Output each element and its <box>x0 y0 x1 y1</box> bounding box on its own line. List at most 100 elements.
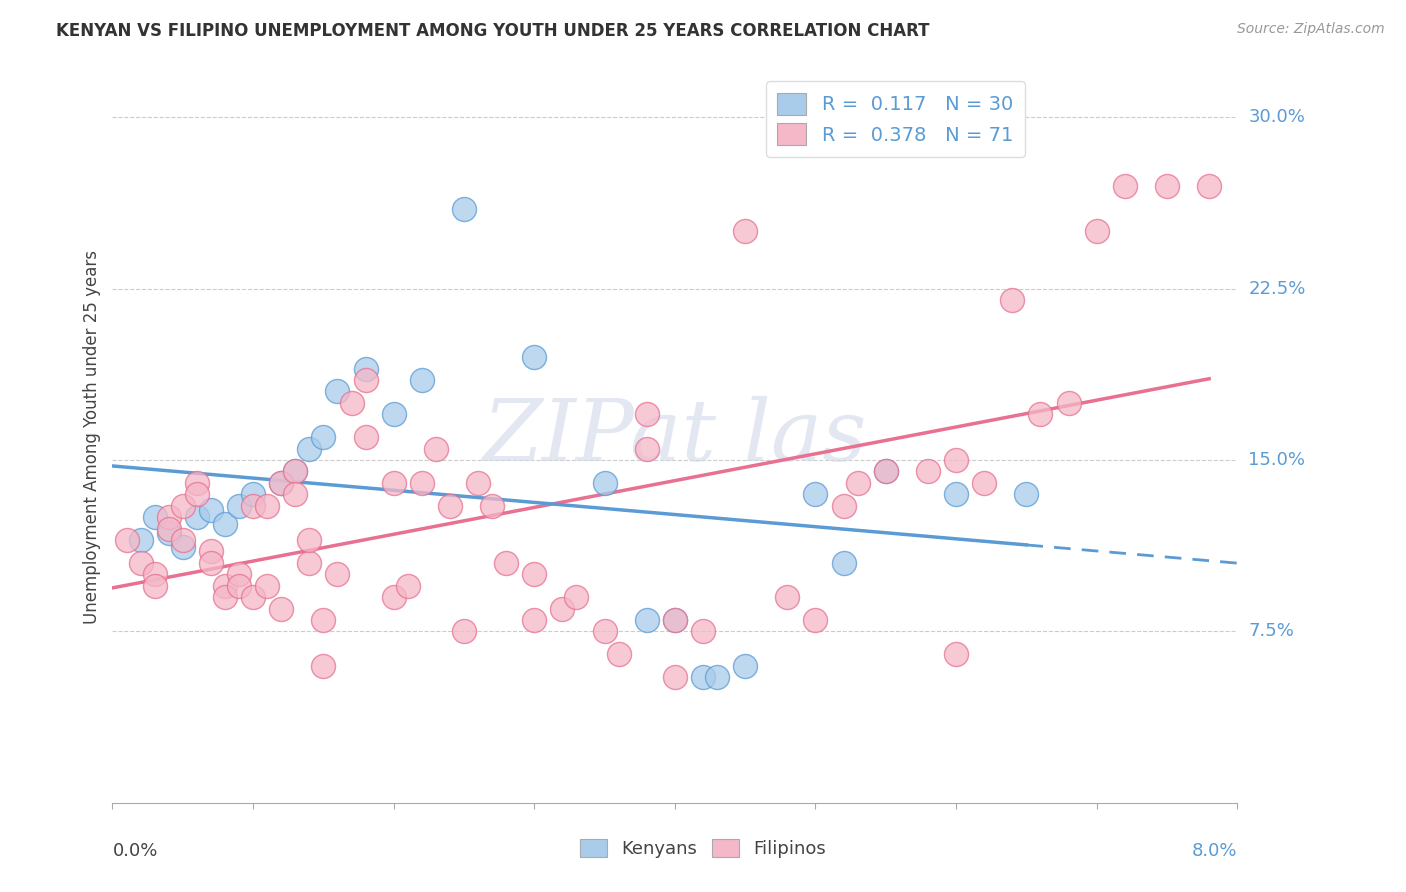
Point <box>270 601 292 615</box>
Point <box>636 442 658 456</box>
Point <box>467 475 489 490</box>
Point <box>1114 178 1136 193</box>
Point <box>481 499 503 513</box>
Point <box>804 613 827 627</box>
Point <box>186 510 208 524</box>
Point <box>270 475 292 490</box>
Point <box>228 567 250 582</box>
Point <box>157 510 180 524</box>
Point <box>453 202 475 216</box>
Point <box>157 521 180 535</box>
Point <box>214 590 236 604</box>
Point <box>734 658 756 673</box>
Point <box>495 556 517 570</box>
Point <box>692 670 714 684</box>
Point <box>242 487 264 501</box>
Point <box>1156 178 1178 193</box>
Point <box>382 590 405 604</box>
Point <box>453 624 475 639</box>
Point <box>382 407 405 421</box>
Point <box>172 499 194 513</box>
Point <box>593 624 616 639</box>
Point <box>945 647 967 661</box>
Point <box>242 590 264 604</box>
Text: 0.0%: 0.0% <box>112 842 157 860</box>
Point <box>1029 407 1052 421</box>
Point <box>973 475 995 490</box>
Text: 8.0%: 8.0% <box>1192 842 1237 860</box>
Point <box>846 475 869 490</box>
Text: 15.0%: 15.0% <box>1249 451 1305 469</box>
Point <box>312 658 335 673</box>
Point <box>115 533 138 547</box>
Point <box>565 590 588 604</box>
Point <box>875 464 897 478</box>
Point <box>214 579 236 593</box>
Point <box>172 540 194 554</box>
Point <box>593 475 616 490</box>
Point <box>228 579 250 593</box>
Point <box>706 670 728 684</box>
Point <box>945 453 967 467</box>
Point <box>200 556 222 570</box>
Point <box>425 442 447 456</box>
Point <box>326 567 349 582</box>
Point <box>354 373 377 387</box>
Y-axis label: Unemployment Among Youth under 25 years: Unemployment Among Youth under 25 years <box>83 250 101 624</box>
Point <box>143 567 166 582</box>
Point <box>664 613 686 627</box>
Point <box>312 613 335 627</box>
Point <box>439 499 461 513</box>
Point <box>256 579 278 593</box>
Point <box>298 556 321 570</box>
Point <box>298 533 321 547</box>
Point <box>143 579 166 593</box>
Point <box>832 499 855 513</box>
Point <box>664 670 686 684</box>
Point <box>636 407 658 421</box>
Point <box>607 647 630 661</box>
Point <box>875 464 897 478</box>
Point <box>284 487 307 501</box>
Point <box>523 350 546 364</box>
Text: KENYAN VS FILIPINO UNEMPLOYMENT AMONG YOUTH UNDER 25 YEARS CORRELATION CHART: KENYAN VS FILIPINO UNEMPLOYMENT AMONG YO… <box>56 22 929 40</box>
Point <box>734 224 756 238</box>
Point <box>945 487 967 501</box>
Point <box>382 475 405 490</box>
Point <box>523 567 546 582</box>
Point <box>256 499 278 513</box>
Point <box>186 475 208 490</box>
Point <box>804 487 827 501</box>
Point <box>228 499 250 513</box>
Point <box>636 613 658 627</box>
Point <box>312 430 335 444</box>
Point <box>1085 224 1108 238</box>
Point <box>284 464 307 478</box>
Point <box>284 464 307 478</box>
Point <box>200 544 222 558</box>
Point <box>157 526 180 541</box>
Text: 7.5%: 7.5% <box>1249 623 1295 640</box>
Point <box>270 475 292 490</box>
Point <box>664 613 686 627</box>
Point <box>143 510 166 524</box>
Text: 30.0%: 30.0% <box>1249 108 1305 126</box>
Point <box>1001 293 1024 307</box>
Point <box>396 579 419 593</box>
Point <box>186 487 208 501</box>
Point <box>917 464 939 478</box>
Text: ZIPat las: ZIPat las <box>482 396 868 478</box>
Text: 22.5%: 22.5% <box>1249 279 1306 298</box>
Point <box>354 430 377 444</box>
Legend: Kenyans, Filipinos: Kenyans, Filipinos <box>572 831 834 865</box>
Text: Source: ZipAtlas.com: Source: ZipAtlas.com <box>1237 22 1385 37</box>
Point <box>129 533 152 547</box>
Point <box>242 499 264 513</box>
Point <box>1015 487 1038 501</box>
Point <box>832 556 855 570</box>
Point <box>172 533 194 547</box>
Point <box>551 601 574 615</box>
Point <box>692 624 714 639</box>
Point <box>411 373 433 387</box>
Point <box>200 503 222 517</box>
